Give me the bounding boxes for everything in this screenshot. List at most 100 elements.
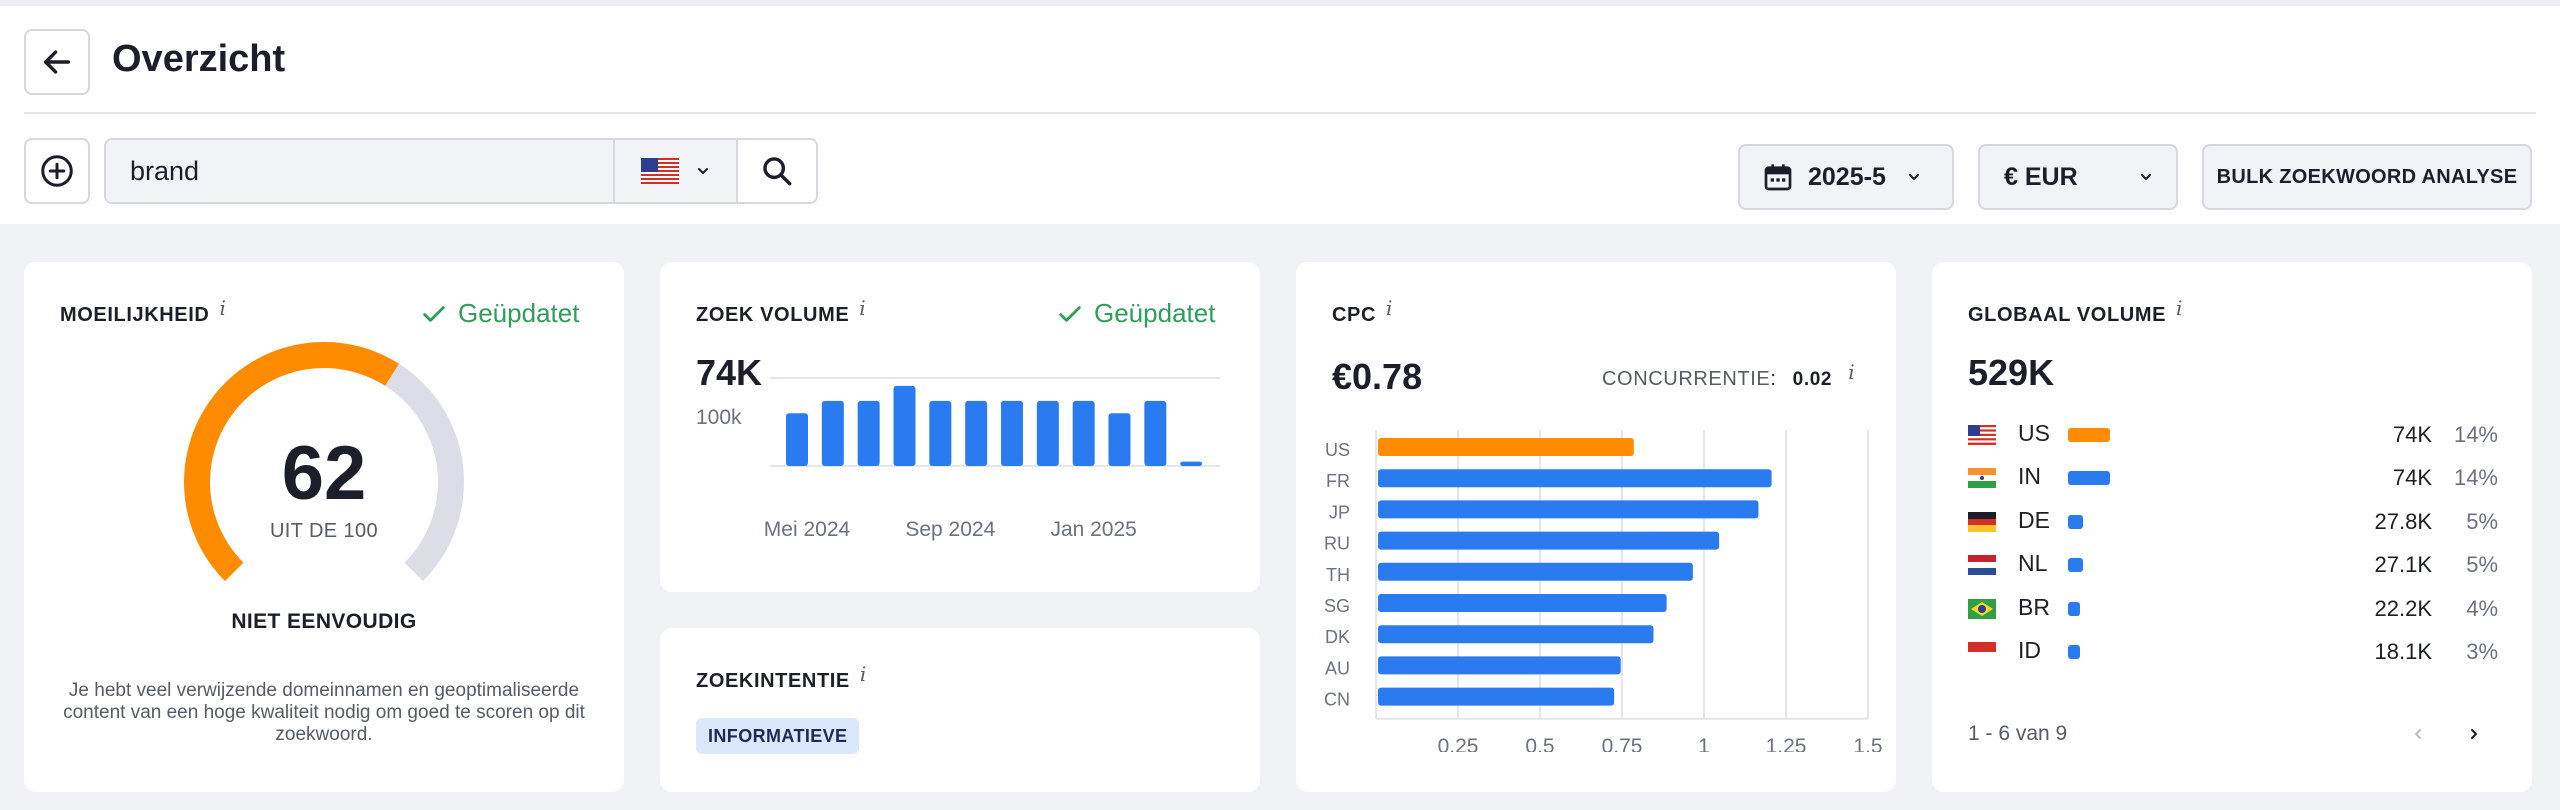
flag-us-icon xyxy=(1968,425,1996,445)
cpc-x-tick: 0.5 xyxy=(1525,735,1554,752)
updated-label: Geüpdatet xyxy=(1094,298,1216,328)
gauge-fill xyxy=(184,342,399,581)
share-bar xyxy=(2068,514,2083,529)
country-code: DE xyxy=(2018,506,2050,533)
competition: CONCURRENTIE: 0.02 i xyxy=(1602,360,1855,391)
country-volume: 22.2K xyxy=(2374,595,2433,621)
country-code: NL xyxy=(2018,550,2048,577)
cpc-bar[interactable] xyxy=(1378,594,1667,612)
currency-value: € EUR xyxy=(2004,162,2078,191)
volume-bar[interactable] xyxy=(965,400,988,466)
cpc-y-tick: US xyxy=(1325,440,1350,460)
cpc-bar[interactable] xyxy=(1378,687,1615,706)
country-share: 14% xyxy=(2453,422,2498,447)
chevron-down-icon xyxy=(1908,174,1919,180)
country-volume: 74K xyxy=(2392,422,2432,447)
cpc-y-tick: AU xyxy=(1325,658,1350,678)
search-input[interactable] xyxy=(106,140,614,202)
cpc-y-tick: RU xyxy=(1324,534,1350,554)
cpc-bar[interactable] xyxy=(1378,625,1654,644)
global-country-row[interactable]: NL 27.1K 5% xyxy=(1968,550,2498,580)
cpc-y-tick: JP xyxy=(1329,502,1350,522)
plus-circle-icon xyxy=(41,155,73,187)
cpc-x-tick: 0.25 xyxy=(1438,735,1479,752)
volume-bar[interactable] xyxy=(1072,400,1095,466)
country-code: US xyxy=(2018,420,2050,446)
flag-us-icon xyxy=(640,158,679,184)
cpc-bar[interactable] xyxy=(1378,656,1621,675)
updated-status: Geüpdatet xyxy=(1056,298,1215,329)
global-title-text: GLOBAAL VOLUME xyxy=(1968,304,2167,326)
difficulty-subtext: UIT DE 100 xyxy=(269,520,379,542)
cpc-chart: 0.25 0.5 0.75 1 1.25 1.5 US FR JP RU TH SG DK AU CN xyxy=(1324,430,1883,752)
cpc-bar[interactable] xyxy=(1378,500,1759,519)
volume-bar[interactable] xyxy=(1180,461,1203,466)
info-icon[interactable]: i xyxy=(219,296,227,320)
pagination-text: 1 - 6 van 9 xyxy=(1968,722,2068,745)
add-keyword-button[interactable] xyxy=(24,138,90,204)
currency-select[interactable]: € EUR xyxy=(1978,144,2178,210)
volume-bar[interactable] xyxy=(1001,400,1023,466)
volume-bar[interactable] xyxy=(857,400,880,466)
chevron-down-icon xyxy=(697,168,708,174)
info-icon[interactable]: i xyxy=(1386,296,1394,320)
country-share: 5% xyxy=(2466,552,2498,578)
volume-ytick: 100k xyxy=(696,406,742,429)
cpc-bar[interactable] xyxy=(1378,469,1772,488)
volume-bar[interactable] xyxy=(1108,413,1131,466)
global-value: 529K xyxy=(1968,352,2055,393)
date-select[interactable]: 2025-5 xyxy=(1738,144,1954,210)
global-country-row[interactable]: IN 74K 14% xyxy=(1968,463,2498,493)
volume-bar[interactable] xyxy=(786,413,808,466)
cpc-bar[interactable] xyxy=(1378,438,1634,456)
cpc-bar[interactable] xyxy=(1378,562,1693,581)
back-button[interactable] xyxy=(24,29,90,95)
cpc-card: CPC i €0.78 CONCURRENTIE: 0.02 i 0.25 0.5 0… xyxy=(1296,262,1896,792)
country-code: ID xyxy=(2018,637,2041,663)
flag-id-icon xyxy=(1968,642,1996,662)
flag-nl-icon xyxy=(1968,555,1996,576)
volume-title-text: ZOEK VOLUME xyxy=(696,304,850,326)
info-icon[interactable]: i xyxy=(2176,296,2184,320)
cpc-title: CPC i xyxy=(1332,296,1393,327)
bulk-analysis-button[interactable]: BULK ZOEKWOORD ANALYSE xyxy=(2202,144,2532,210)
country-volume: 18.1K xyxy=(2374,639,2433,664)
volume-bar[interactable] xyxy=(893,385,916,466)
volume-bar[interactable] xyxy=(821,400,844,466)
global-country-row[interactable]: DE 27.8K 5% xyxy=(1968,507,2498,537)
date-value: 2025-5 xyxy=(1808,162,1886,191)
prev-page-button[interactable] xyxy=(2402,718,2434,750)
intent-title: ZOEKINTENTIE i xyxy=(696,662,867,693)
share-bar xyxy=(2068,428,2110,442)
volume-x-tick: Jan 2025 xyxy=(1050,518,1137,541)
next-page-button[interactable] xyxy=(2458,718,2490,750)
page-title: Overzicht xyxy=(112,38,286,80)
info-icon[interactable]: i xyxy=(1848,360,1856,384)
country-volume: 27.8K xyxy=(2374,508,2433,534)
cpc-bar[interactable] xyxy=(1378,531,1720,550)
flag-in-icon xyxy=(1968,468,1996,489)
country-share: 14% xyxy=(2453,465,2498,491)
check-icon xyxy=(423,305,445,322)
cpc-x-tick: 1.5 xyxy=(1853,735,1882,752)
info-icon[interactable]: i xyxy=(859,296,867,320)
global-country-row[interactable]: ID 18.1K 3% xyxy=(1968,637,2498,667)
global-country-row[interactable]: US 74K 14% xyxy=(1968,420,2498,450)
page-header: Overzicht 2025-5 € EUR BULK ZOE xyxy=(0,6,2560,224)
share-bar xyxy=(2068,471,2110,486)
global-country-row[interactable]: BR 22.2K 4% xyxy=(1968,594,2498,624)
difficulty-label: NIET EENVOUDIG xyxy=(231,610,417,633)
country-select[interactable] xyxy=(613,140,736,202)
share-bar xyxy=(2068,601,2080,616)
difficulty-description: Je hebt veel verwijzende domeinnamen en … xyxy=(63,680,585,745)
cpc-y-tick: FR xyxy=(1326,471,1350,491)
search-button[interactable] xyxy=(736,140,816,202)
competition-label: CONCURRENTIE xyxy=(1602,368,1771,390)
flag-de-icon xyxy=(1968,511,1996,532)
volume-bar[interactable] xyxy=(929,400,952,466)
info-icon[interactable]: i xyxy=(859,662,867,686)
volume-bar[interactable] xyxy=(1144,400,1167,466)
volume-bar[interactable] xyxy=(1036,400,1059,466)
cpc-y-tick: TH xyxy=(1326,565,1350,585)
country-share: 3% xyxy=(2466,639,2498,664)
